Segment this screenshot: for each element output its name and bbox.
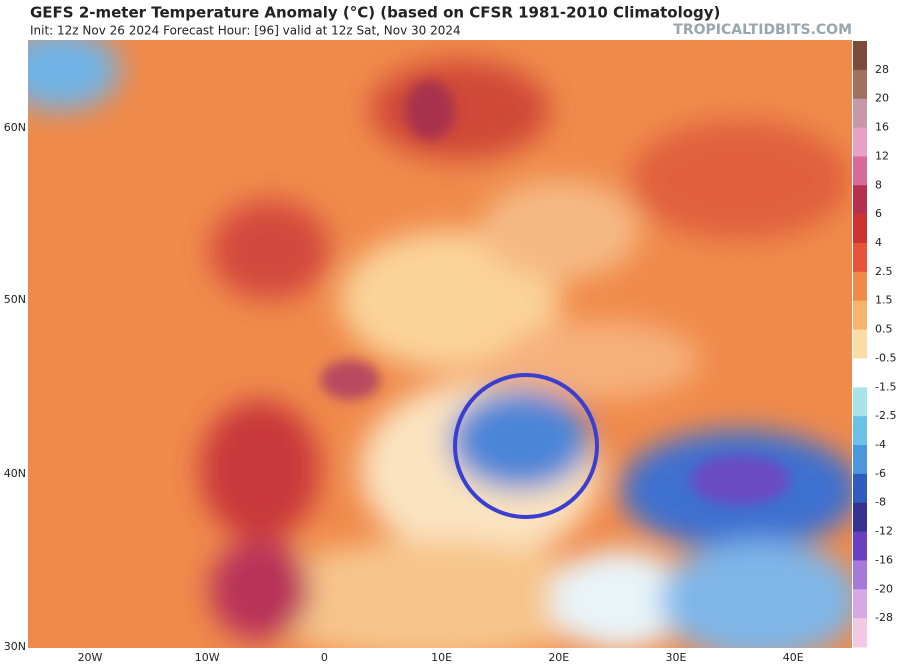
colorbar-swatch — [853, 127, 867, 157]
colorbar-label: -8 — [875, 496, 886, 509]
colorbar-swatch — [853, 589, 867, 619]
colorbar-swatch — [853, 243, 867, 273]
colorbar-swatch — [853, 560, 867, 590]
colorbar-swatch — [853, 502, 867, 533]
lat-label: 50N — [4, 293, 26, 306]
colorbar-swatch — [853, 445, 867, 475]
colorbar-swatch — [853, 185, 867, 215]
lat-label: 30N — [4, 640, 26, 653]
colorbar-swatch — [853, 156, 867, 186]
colorbar-label: -20 — [875, 582, 893, 595]
colorbar-label: 6 — [875, 207, 882, 220]
colorbar-label: -2.5 — [875, 409, 896, 422]
colorbar-swatch — [853, 618, 867, 648]
colorbar-swatch — [853, 214, 867, 244]
colorbar-label: -12 — [875, 525, 893, 538]
colorbar-swatch — [853, 329, 867, 359]
colorbar-swatch — [853, 69, 867, 100]
lon-label: 40E — [783, 651, 804, 664]
lon-label: 10E — [431, 651, 452, 664]
lon-label: 20E — [548, 651, 569, 664]
colorbar-swatch — [853, 98, 867, 129]
colorbar-swatch — [853, 358, 867, 388]
colorbar-swatch — [853, 473, 867, 504]
lon-label: 20W — [78, 651, 103, 664]
lat-label: 60N — [4, 121, 26, 134]
lon-label: 0 — [321, 651, 328, 664]
lat-label: 40N — [4, 467, 26, 480]
colorbar-swatch — [853, 387, 867, 417]
colorbar-label: -16 — [875, 553, 893, 566]
watermark: TROPICALTIDBITS.COM — [673, 22, 852, 38]
colorbar-label: -0.5 — [875, 351, 896, 364]
colorbar-label: 8 — [875, 178, 882, 191]
colorbar-label: -4 — [875, 438, 886, 451]
colorbar-label: -28 — [875, 611, 893, 624]
colorbar-label: 16 — [875, 121, 889, 134]
colorbar-swatch — [853, 271, 867, 302]
colorbar-swatch — [853, 416, 867, 446]
map — [28, 40, 852, 648]
colorbar-swatch — [853, 300, 867, 331]
colorbar-swatch — [853, 41, 867, 71]
colorbar-label: 2.5 — [875, 265, 893, 278]
lon-label: 10W — [195, 651, 220, 664]
colorbar-label: 1.5 — [875, 294, 893, 307]
colorbar-swatch — [853, 531, 867, 561]
colorbar-label: -1.5 — [875, 380, 896, 393]
colorbar-label: -6 — [875, 467, 886, 480]
colorbar-label: 12 — [875, 149, 889, 162]
colorbar-label: 0.5 — [875, 323, 893, 336]
colorbar-label: 20 — [875, 92, 889, 105]
subtitle: Init: 12z Nov 26 2024 Forecast Hour: [96… — [30, 24, 461, 38]
colorbar-label: 28 — [875, 63, 889, 76]
title: GEFS 2-meter Temperature Anomaly (°C) (b… — [30, 4, 720, 22]
lon-label: 30E — [666, 651, 687, 664]
colorbar-label: 4 — [875, 236, 882, 249]
